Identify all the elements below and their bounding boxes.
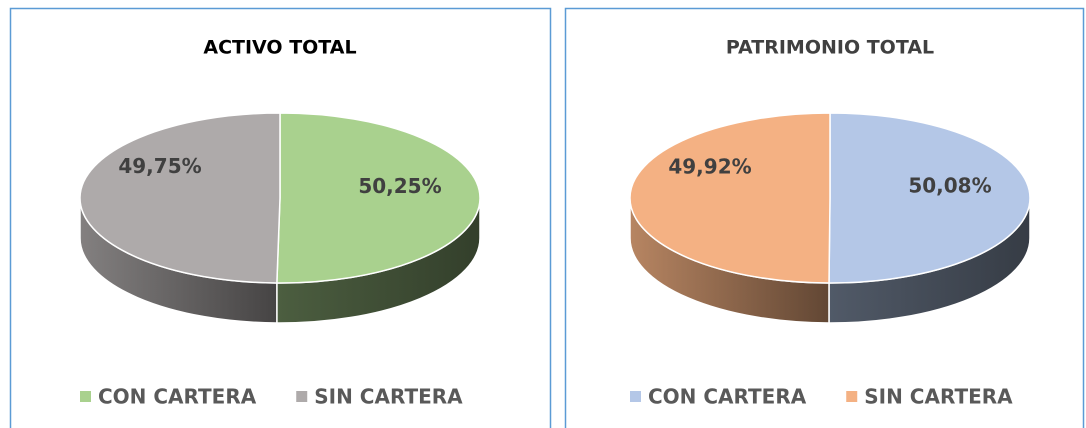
pie-slice	[79, 112, 281, 284]
legend-label: SIN CARTERA	[314, 385, 463, 409]
data-label: 50,08%	[908, 174, 991, 198]
legend-label: CON CARTERA	[648, 385, 807, 409]
pie-slice	[276, 112, 481, 284]
pie-slice	[828, 112, 1031, 284]
legend-swatch	[296, 391, 308, 402]
data-label: 49,75%	[118, 154, 201, 178]
pie-slice	[629, 112, 831, 284]
chart-title: ACTIVO TOTAL	[203, 37, 356, 59]
chart-title: PATRIMONIO TOTAL	[726, 37, 934, 59]
legend-label: CON CARTERA	[98, 385, 257, 409]
legend-swatch	[846, 391, 858, 402]
legend-swatch	[630, 391, 641, 402]
legend-swatch	[80, 391, 91, 402]
legend-label: SIN CARTERA	[864, 385, 1013, 409]
data-label: 50,25%	[358, 174, 441, 198]
data-label: 49,92%	[668, 154, 751, 178]
